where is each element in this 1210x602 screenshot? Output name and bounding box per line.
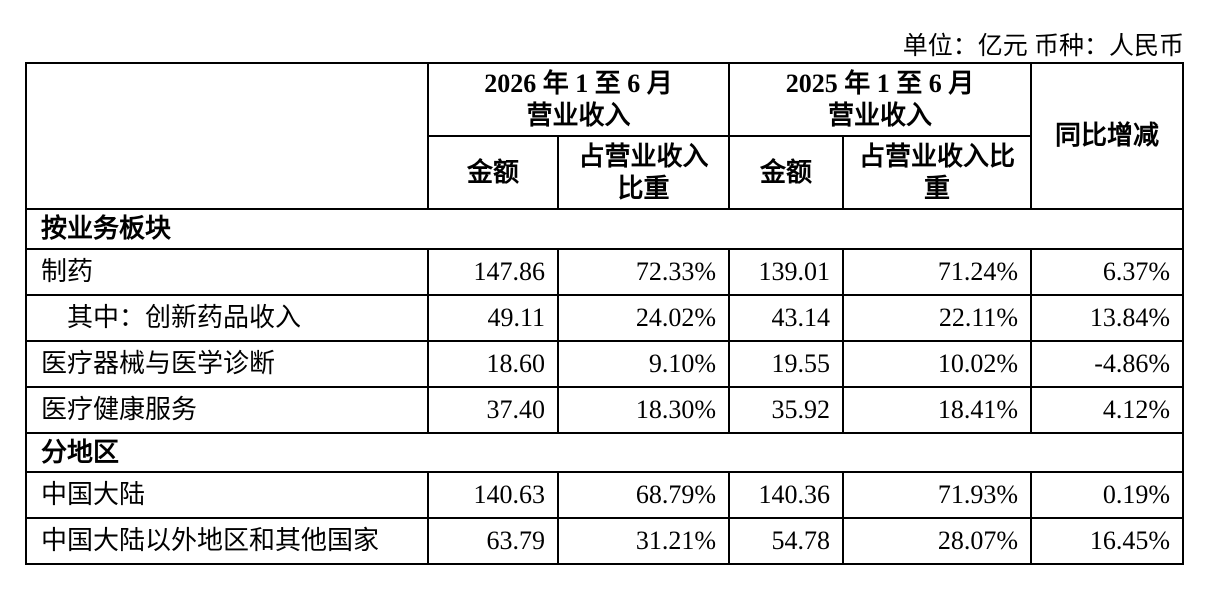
column-header: 占营业收入比重	[556, 135, 731, 210]
column-header: 金额	[728, 135, 845, 210]
row-name: 中国大陆以外地区和其他国家	[25, 517, 429, 565]
cell: 31.21%	[556, 517, 731, 565]
cell: 24.02%	[556, 294, 731, 342]
row-name: 医疗健康服务	[25, 386, 429, 434]
cell: 35.92	[728, 386, 845, 434]
unit-note: 单位：亿元 币种：人民币	[902, 33, 1184, 60]
period-label: 营业收入	[828, 100, 933, 130]
row-name: 其中：创新药品收入	[25, 294, 429, 342]
cell: 18.30%	[556, 386, 731, 434]
cell: 63.79	[427, 517, 559, 565]
data-row: 医疗健康服务 37.40 18.30% 35.92 18.41% 4.12%	[25, 386, 1185, 434]
period-label: 营业收入	[526, 100, 631, 130]
table-header: 2026 年 1 至 6 月营业收入 2025 年 1 至 6 月营业收入 同比增减…	[25, 62, 1185, 210]
section-row: 分地区	[24, 432, 1185, 473]
period: 2025 年 1 至 6 月	[785, 68, 975, 98]
period-header: 2026 年 1 至 6 月营业收入	[426, 62, 731, 137]
cell: 18.60	[427, 340, 559, 388]
change-header: 同比增减	[1030, 62, 1185, 210]
data-row: 医疗器械与医学诊断 18.60 9.10% 19.55 10.02% -4.86%	[25, 340, 1185, 388]
cell: 0.19%	[1030, 471, 1185, 519]
data-row: 制药 147.86 72.33% 139.01 71.24% 6.37%	[25, 248, 1185, 296]
cell: 28.07%	[842, 517, 1033, 565]
corner-cell	[25, 62, 429, 210]
cell: 9.10%	[556, 340, 731, 388]
cell: 140.63	[427, 471, 559, 519]
cell: 54.78	[728, 517, 845, 565]
cell: 71.93%	[842, 471, 1033, 519]
cell: 19.55	[728, 340, 845, 388]
period: 2026 年 1 至 6 月	[484, 68, 673, 98]
header-row: 2026 年 1 至 6 月营业收入 2025 年 1 至 6 月营业收入 同比增减	[25, 62, 1185, 210]
column-header: 金额	[427, 135, 559, 210]
section-row: 按业务板块	[24, 208, 1185, 250]
revenue-table: 2026 年 1 至 6 月营业收入 2025 年 1 至 6 月营业收入 同比增减…	[24, 62, 1185, 565]
column-header: 占营业收入比重	[842, 135, 1033, 210]
cell: 37.40	[427, 386, 559, 434]
period-header: 2025 年 1 至 6 月营业收入	[728, 62, 1033, 137]
cell: 49.11	[427, 294, 559, 342]
cell: 18.41%	[842, 386, 1033, 434]
data-row: 中国大陆 140.63 68.79% 140.36 71.93% 0.19%	[25, 471, 1185, 519]
cell: 13.84%	[1030, 294, 1185, 342]
cell: 16.45%	[1030, 517, 1185, 565]
cell: 72.33%	[556, 248, 731, 296]
row-name: 制药	[25, 248, 429, 296]
cell: 68.79%	[556, 471, 731, 519]
row-name: 医疗器械与医学诊断	[25, 340, 429, 388]
cell: 147.86	[427, 248, 559, 296]
section-title: 分地区	[24, 432, 1185, 473]
table-body: 按业务板块 制药 147.86 72.33% 139.01 71.24% 6.37% 其中：创…	[24, 208, 1185, 565]
cell: -4.86%	[1030, 340, 1185, 388]
cell: 140.36	[728, 471, 845, 519]
cell: 139.01	[728, 248, 845, 296]
cell: 43.14	[728, 294, 845, 342]
row-name: 中国大陆	[25, 471, 429, 519]
section-title: 按业务板块	[24, 208, 1185, 250]
cell: 10.02%	[842, 340, 1033, 388]
data-row: 中国大陆以外地区和其他国家 63.79 31.21% 54.78 28.07% 16.45…	[25, 517, 1185, 565]
cell: 6.37%	[1030, 248, 1185, 296]
cell: 4.12%	[1030, 386, 1185, 434]
cell: 71.24%	[842, 248, 1033, 296]
data-row: 其中：创新药品收入 49.11 24.02% 43.14 22.11% 13.84%	[25, 294, 1185, 342]
cell: 22.11%	[842, 294, 1033, 342]
header-row: 金额 占营业收入比重 金额 占营业收入比重	[26, 135, 1183, 210]
